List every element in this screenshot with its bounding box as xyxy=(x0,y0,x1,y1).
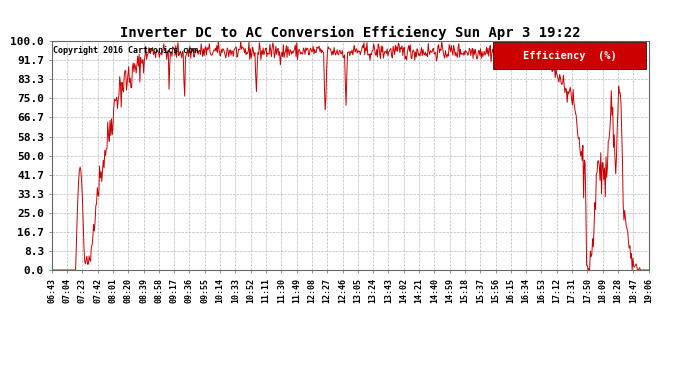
Title: Inverter DC to AC Conversion Efficiency Sun Apr 3 19:22: Inverter DC to AC Conversion Efficiency … xyxy=(120,26,580,40)
Text: Efficiency  (%): Efficiency (%) xyxy=(523,51,617,61)
Text: Copyright 2016 Cartronics.com: Copyright 2016 Cartronics.com xyxy=(53,46,198,55)
FancyBboxPatch shape xyxy=(493,42,646,69)
